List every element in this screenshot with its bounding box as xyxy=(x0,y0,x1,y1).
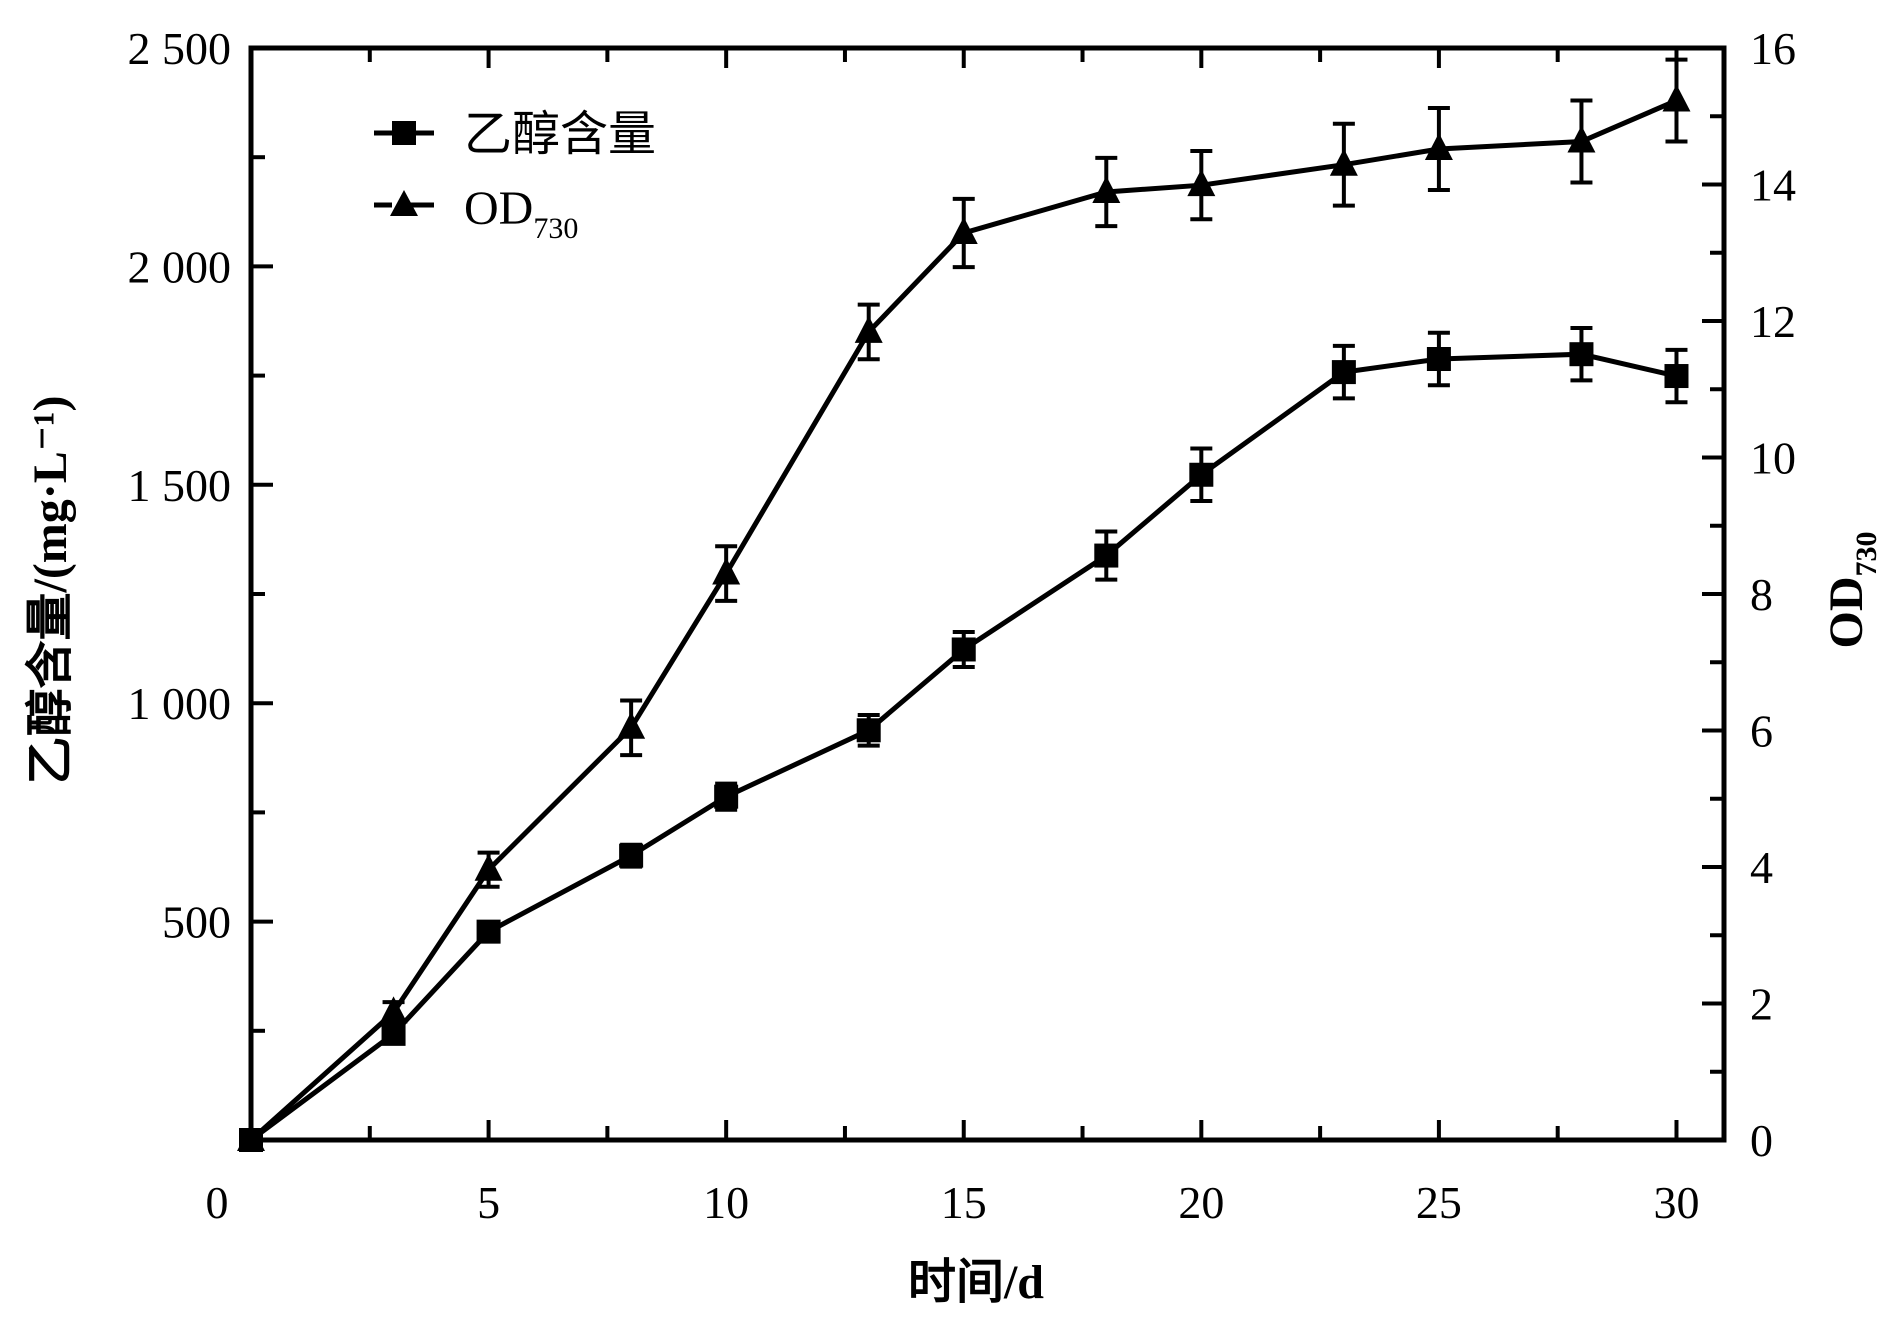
y-right-tick-label: 4 xyxy=(1750,842,1773,893)
legend-marker-triangle xyxy=(390,190,418,216)
y-right-tick-label: 12 xyxy=(1750,296,1796,347)
data-point-square xyxy=(1094,543,1119,568)
data-point-square xyxy=(714,784,739,809)
data-point-square xyxy=(1189,462,1214,487)
y-left-tick-label: 2 500 xyxy=(128,23,232,74)
series-od730 xyxy=(237,57,1691,1151)
data-point-triangle xyxy=(1092,176,1121,204)
data-point-square xyxy=(856,718,881,743)
x-tick-label: 5 xyxy=(477,1177,500,1228)
y-left-tick-label: 2 000 xyxy=(128,241,232,292)
data-point-square xyxy=(951,637,976,662)
data-point-square xyxy=(381,1021,406,1046)
data-point-triangle xyxy=(617,711,646,739)
data-point-triangle xyxy=(1424,133,1453,161)
data-point-triangle xyxy=(712,557,741,585)
legend-od-base: OD xyxy=(464,182,533,235)
x-tick-label: 20 xyxy=(1178,1177,1224,1228)
y-right-tick-label: 8 xyxy=(1750,569,1773,620)
data-point-square xyxy=(1426,347,1451,372)
y-axis-left-label: 乙醇含量/(mg·L⁻¹) xyxy=(24,395,77,784)
data-point-square xyxy=(1331,360,1356,385)
y-axis-right-label: OD730 xyxy=(1820,532,1883,649)
y-right-label-sub: 730 xyxy=(1850,532,1883,577)
y-right-label-base: OD xyxy=(1820,577,1873,649)
x-tick-label: 0 xyxy=(206,1177,229,1228)
legend-marker-square xyxy=(392,121,416,145)
y-right-tick-label: 10 xyxy=(1750,433,1796,484)
data-point-triangle xyxy=(379,996,408,1024)
x-axis-label: 时间/d xyxy=(908,1256,1044,1309)
data-point-square xyxy=(476,919,501,944)
y-left-tick-label: 500 xyxy=(162,897,231,948)
data-marks xyxy=(237,57,1691,1152)
legend-od-sub: 730 xyxy=(533,212,578,245)
legend-label-ethanol: 乙醇含量 xyxy=(464,108,656,161)
data-point-square xyxy=(1569,342,1594,367)
data-point-triangle xyxy=(1662,84,1691,112)
legend-label-od: OD730 xyxy=(464,182,578,245)
data-point-triangle xyxy=(854,315,883,343)
y-right-tick-label: 0 xyxy=(1750,1115,1773,1166)
data-point-triangle xyxy=(1187,169,1216,197)
legend: 乙醇含量 OD730 xyxy=(374,108,656,245)
axes: 0 5 10 15 20 25 30 500 1 000 1 500 2 000 2 500 0 2 4 6 8… xyxy=(128,23,1797,1228)
series-ethanol xyxy=(239,325,1689,1152)
data-point-triangle xyxy=(1329,148,1358,176)
data-point-square xyxy=(619,843,644,868)
y-left-tick-label: 1 000 xyxy=(128,678,232,729)
data-point-triangle xyxy=(1567,125,1596,153)
series-line xyxy=(249,351,1678,1143)
data-point-triangle xyxy=(474,853,503,881)
y-left-tick-label: 1 500 xyxy=(128,460,232,511)
x-tick-label: 25 xyxy=(1416,1177,1462,1228)
data-point-square xyxy=(1664,364,1689,389)
y-right-tick-label: 2 xyxy=(1750,979,1773,1030)
x-tick-label: 15 xyxy=(941,1177,987,1228)
data-point-triangle xyxy=(949,216,978,244)
x-tick-label: 10 xyxy=(703,1177,749,1228)
y-right-tick-label: 16 xyxy=(1750,23,1796,74)
data-point-triangle xyxy=(237,1124,265,1151)
x-tick-label: 30 xyxy=(1653,1177,1699,1228)
y-right-tick-label: 14 xyxy=(1750,160,1796,211)
y-right-tick-label: 6 xyxy=(1750,706,1773,757)
